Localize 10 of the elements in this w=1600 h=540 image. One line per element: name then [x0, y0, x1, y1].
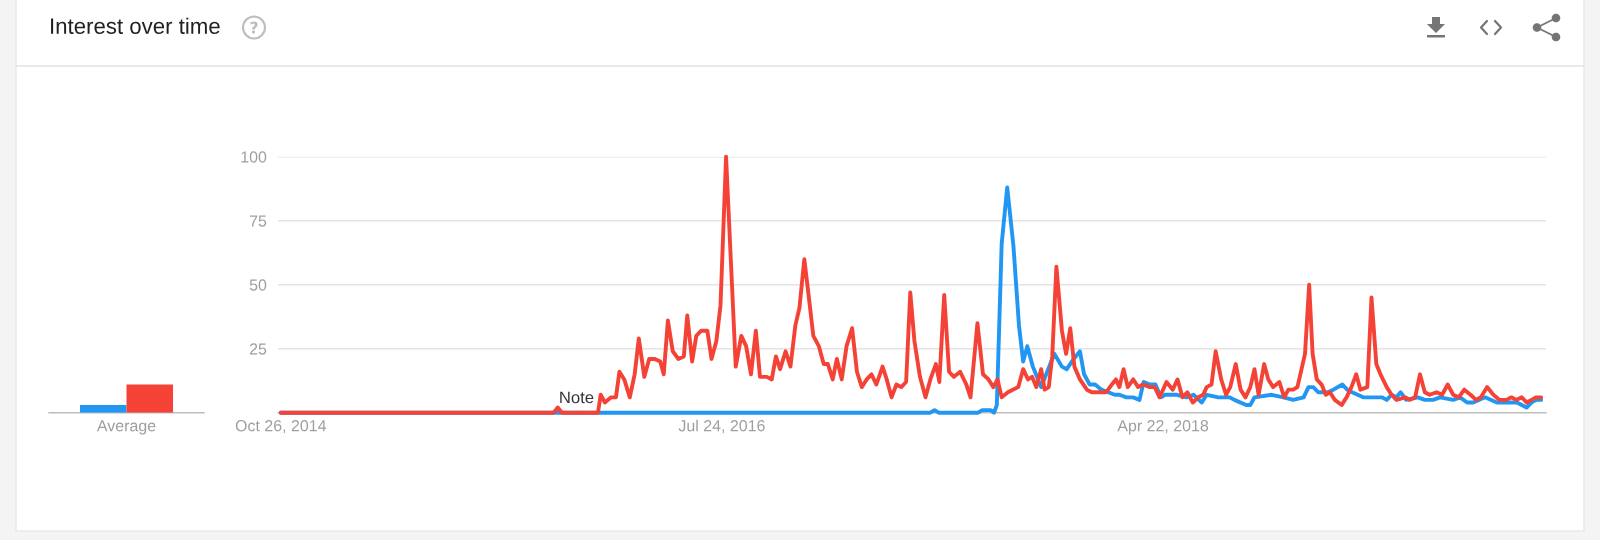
x-tick-label: Jul 24, 2016: [678, 419, 765, 434]
x-tick-label: Average: [96, 420, 156, 435]
y-tick-label: 25: [249, 343, 267, 355]
chart-title: Interest over time: [51, 17, 220, 34]
x-tick-label: Oct 26, 2014: [235, 420, 327, 434]
annotation: Note: [560, 391, 594, 404]
y-tick-label: 100: [241, 151, 267, 163]
y-tick-label: 75: [249, 215, 267, 227]
x-tick-label: Apr 22, 2018: [1117, 420, 1209, 435]
y-tick-label: 50: [249, 279, 267, 291]
